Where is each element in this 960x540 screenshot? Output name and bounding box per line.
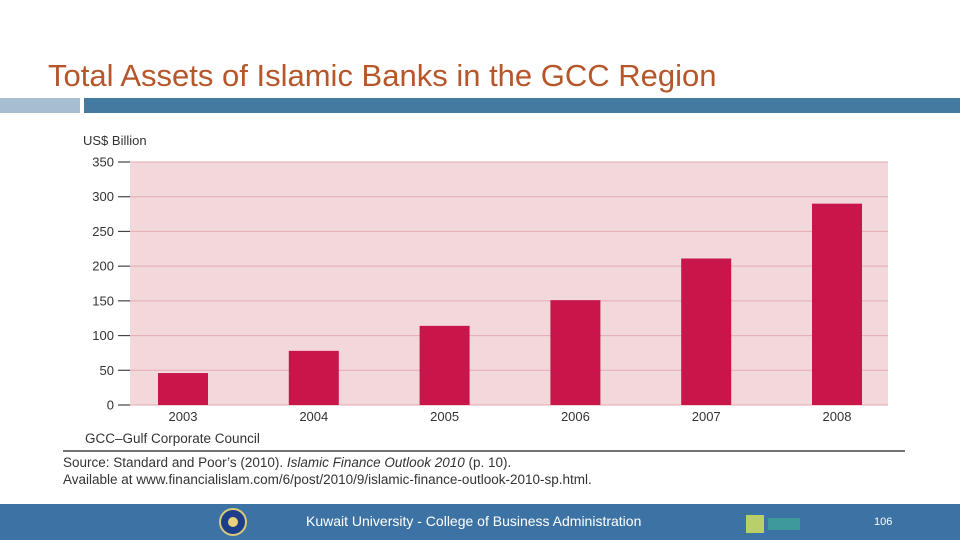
footer-bar: Kuwait University - College of Business … — [0, 504, 960, 540]
college-logo-wordmark — [768, 518, 800, 530]
source-title: Islamic Finance Outlook 2010 — [287, 455, 465, 470]
page-number: 106 — [874, 516, 893, 528]
gridlines — [130, 161, 888, 406]
bar-2004 — [288, 350, 339, 405]
bar-2007 — [681, 258, 732, 405]
chart-note: GCC–Gulf Corporate Council — [85, 431, 260, 446]
y-tick-label: 0 — [107, 398, 114, 413]
footer-text: Kuwait University - College of Business … — [306, 513, 642, 529]
seal-center-icon — [228, 517, 238, 527]
x-ticks: 2003 2004 2005 2006 2007 2008 — [169, 409, 852, 424]
y-ticks: 0 50 100 150 200 250 300 350 — [92, 155, 130, 413]
source-citation: Source: Standard and Poor’s (2010). — [63, 455, 287, 470]
college-logo-mark — [746, 515, 764, 533]
bar-2006 — [550, 300, 601, 405]
x-tick-label: 2008 — [823, 409, 852, 424]
bar-2005 — [419, 325, 470, 405]
source-line-2: Available at www.financialislam.com/6/po… — [63, 472, 592, 487]
y-tick-label: 50 — [100, 363, 114, 378]
bars — [158, 203, 862, 405]
y-axis-label: US$ Billion — [83, 133, 147, 148]
slide-title: Total Assets of Islamic Banks in the GCC… — [48, 58, 717, 93]
college-logo — [746, 515, 802, 533]
source-line-1: Source: Standard and Poor’s (2010). Isla… — [63, 455, 511, 470]
title-accent-bar-left — [0, 98, 80, 113]
y-tick-label: 250 — [92, 224, 114, 239]
y-tick-label: 300 — [92, 189, 114, 204]
x-tick-label: 2004 — [299, 409, 328, 424]
x-tick-label: 2003 — [169, 409, 198, 424]
y-tick-label: 350 — [92, 155, 114, 170]
title-accent-bar-right — [84, 98, 960, 113]
university-seal-logo — [219, 508, 247, 536]
x-tick-label: 2007 — [692, 409, 721, 424]
x-tick-label: 2005 — [430, 409, 459, 424]
bar-2008 — [812, 203, 862, 405]
y-tick-label: 150 — [92, 293, 114, 308]
bar-2003 — [158, 373, 208, 405]
y-tick-label: 200 — [92, 259, 114, 274]
y-tick-label: 100 — [92, 328, 114, 343]
plot-area — [130, 162, 888, 405]
source-page: (p. 10). — [465, 455, 512, 470]
x-tick-label: 2006 — [561, 409, 590, 424]
